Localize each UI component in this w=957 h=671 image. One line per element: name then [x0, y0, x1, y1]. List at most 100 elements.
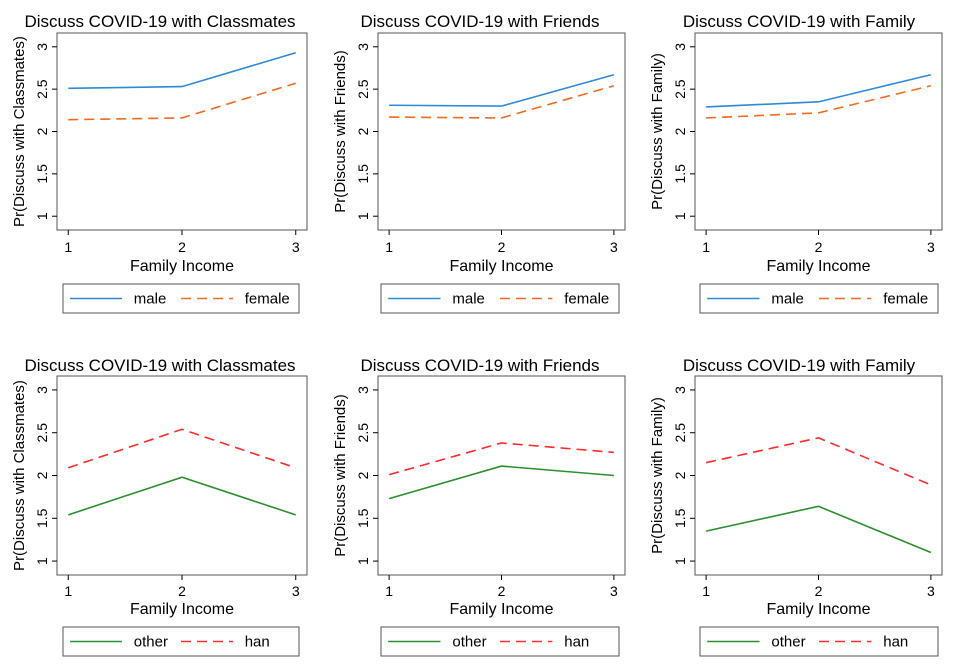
chart-title: Discuss COVID-19 with Friends	[360, 356, 599, 375]
legend-label-other: other	[134, 634, 168, 651]
series-line-male	[389, 73, 615, 107]
y-axis-label: Pr(Discuss with Classmates)	[11, 36, 28, 227]
x-axis-label: Family Income	[449, 601, 553, 618]
legend: male female	[699, 283, 939, 314]
series-line-han	[67, 428, 297, 469]
x-tick-label: 1	[64, 239, 72, 255]
legend: male female	[62, 283, 300, 314]
x-tick-label: 1	[64, 583, 72, 599]
series-line-han	[388, 442, 614, 476]
legend: other han	[62, 626, 300, 657]
x-tick-label: 3	[292, 583, 300, 599]
x-tick-label: 1	[702, 239, 710, 255]
x-tick-label: 2	[815, 239, 823, 255]
x-tick-label: 1	[385, 239, 393, 255]
panel-1: Discuss COVID-19 with Classmates 1 1.5 2 2.5…	[11, 12, 308, 314]
y-tick-label: 1.5	[355, 508, 371, 528]
y-tick-label: 1.5	[34, 164, 50, 184]
x-tick-label: 1	[702, 583, 710, 599]
plot-frame	[377, 375, 626, 576]
series-line-female	[389, 84, 615, 119]
series-line-male	[68, 51, 296, 90]
x-axis-label: Family Income	[130, 601, 234, 618]
y-tick-label: 1.5	[672, 164, 688, 184]
x-tick-label: 2	[815, 583, 823, 599]
chart-title: Discuss COVID-19 with Family	[683, 356, 916, 375]
panel-6: Discuss COVID-19 with Family 1 1.5 2 2.5 3 1 2 3…	[649, 356, 943, 657]
x-tick-label: 2	[498, 239, 506, 255]
legend-label-han: han	[883, 634, 908, 651]
legend-label-han: han	[564, 634, 589, 651]
x-tick-label: 3	[610, 583, 618, 599]
y-tick-label: 2	[355, 471, 371, 479]
y-axis-label: Pr(Discuss with Classmates)	[11, 380, 28, 571]
x-axis-label: Family Income	[130, 258, 234, 275]
y-tick-label: 2.5	[34, 79, 50, 99]
x-axis-label: Family Income	[766, 601, 870, 618]
legend-label-male: male	[452, 291, 485, 308]
legend: male female	[380, 283, 620, 314]
x-axis-label: Family Income	[449, 258, 553, 275]
y-tick-label: 3	[355, 43, 371, 51]
plot-frame	[56, 375, 308, 576]
x-tick-label: 3	[927, 239, 935, 255]
x-tick-label: 3	[927, 583, 935, 599]
y-axis-label: Pr(Discuss with Family)	[649, 397, 666, 554]
panel-4: Discuss COVID-19 with Classmates 1 1.5 2 2.5…	[11, 356, 308, 657]
y-tick-label: 1.5	[34, 508, 50, 528]
y-tick-label: 2	[672, 127, 688, 135]
legend-label-male: male	[134, 291, 167, 308]
y-tick-label: 2	[34, 471, 50, 479]
legend-label-han: han	[245, 634, 270, 651]
series-line-female	[68, 82, 296, 121]
x-tick-label: 3	[610, 239, 618, 255]
chart-title: Discuss COVID-19 with Classmates	[24, 356, 295, 375]
legend-label-female: female	[564, 291, 609, 308]
y-tick-label: 2.5	[34, 423, 50, 443]
y-tick-label: 2.5	[672, 79, 688, 99]
y-tick-label: 3	[34, 386, 50, 394]
y-tick-label: 1	[672, 557, 688, 565]
y-tick-label: 3	[672, 386, 688, 394]
y-axis-label: Pr(Discuss with Family)	[649, 53, 666, 210]
legend-label-male: male	[771, 291, 804, 308]
legend: other han	[699, 626, 939, 657]
legend-label-female: female	[245, 291, 290, 308]
y-tick-label: 2.5	[355, 423, 371, 443]
plot-frame	[694, 32, 943, 231]
x-tick-label: 2	[178, 583, 186, 599]
y-tick-label: 2.5	[672, 423, 688, 443]
legend-label-other: other	[452, 634, 486, 651]
y-tick-label: 1	[34, 557, 50, 565]
series-line-male	[706, 73, 932, 108]
chart-title: Discuss COVID-19 with Family	[683, 12, 916, 31]
y-tick-label: 1	[672, 212, 688, 220]
y-tick-label: 2	[672, 471, 688, 479]
plot-frame	[377, 32, 626, 231]
legend-label-female: female	[883, 291, 928, 308]
y-tick-label: 3	[355, 386, 371, 394]
y-axis-label: Pr(Discuss with Friends)	[332, 50, 349, 213]
y-tick-label: 3	[34, 43, 50, 51]
plot-frame	[694, 375, 943, 576]
series-line-other	[388, 465, 614, 500]
plot-frame	[56, 32, 308, 231]
y-tick-label: 1	[34, 212, 50, 220]
y-tick-label: 2	[355, 127, 371, 135]
x-axis-label: Family Income	[766, 258, 870, 275]
panel-5: Discuss COVID-19 with Friends 1 1.5 2 2.5 3 1 2…	[332, 356, 626, 657]
panel-3: Discuss COVID-19 with Family 1 1.5 2 2.5 3 1 2 3…	[649, 12, 943, 314]
y-tick-label: 1	[355, 212, 371, 220]
x-tick-label: 2	[498, 583, 506, 599]
legend-box	[699, 283, 939, 314]
legend: other han	[380, 626, 620, 657]
panel-2: Discuss COVID-19 with Friends 1 1.5 2 2.5 3 1 2…	[332, 12, 626, 314]
x-tick-label: 2	[178, 239, 186, 255]
series-line-han	[705, 437, 932, 486]
y-tick-label: 3	[672, 43, 688, 51]
y-tick-label: 1.5	[355, 164, 371, 184]
y-tick-label: 2	[34, 127, 50, 135]
series-line-female	[706, 84, 932, 119]
x-tick-label: 1	[385, 583, 393, 599]
